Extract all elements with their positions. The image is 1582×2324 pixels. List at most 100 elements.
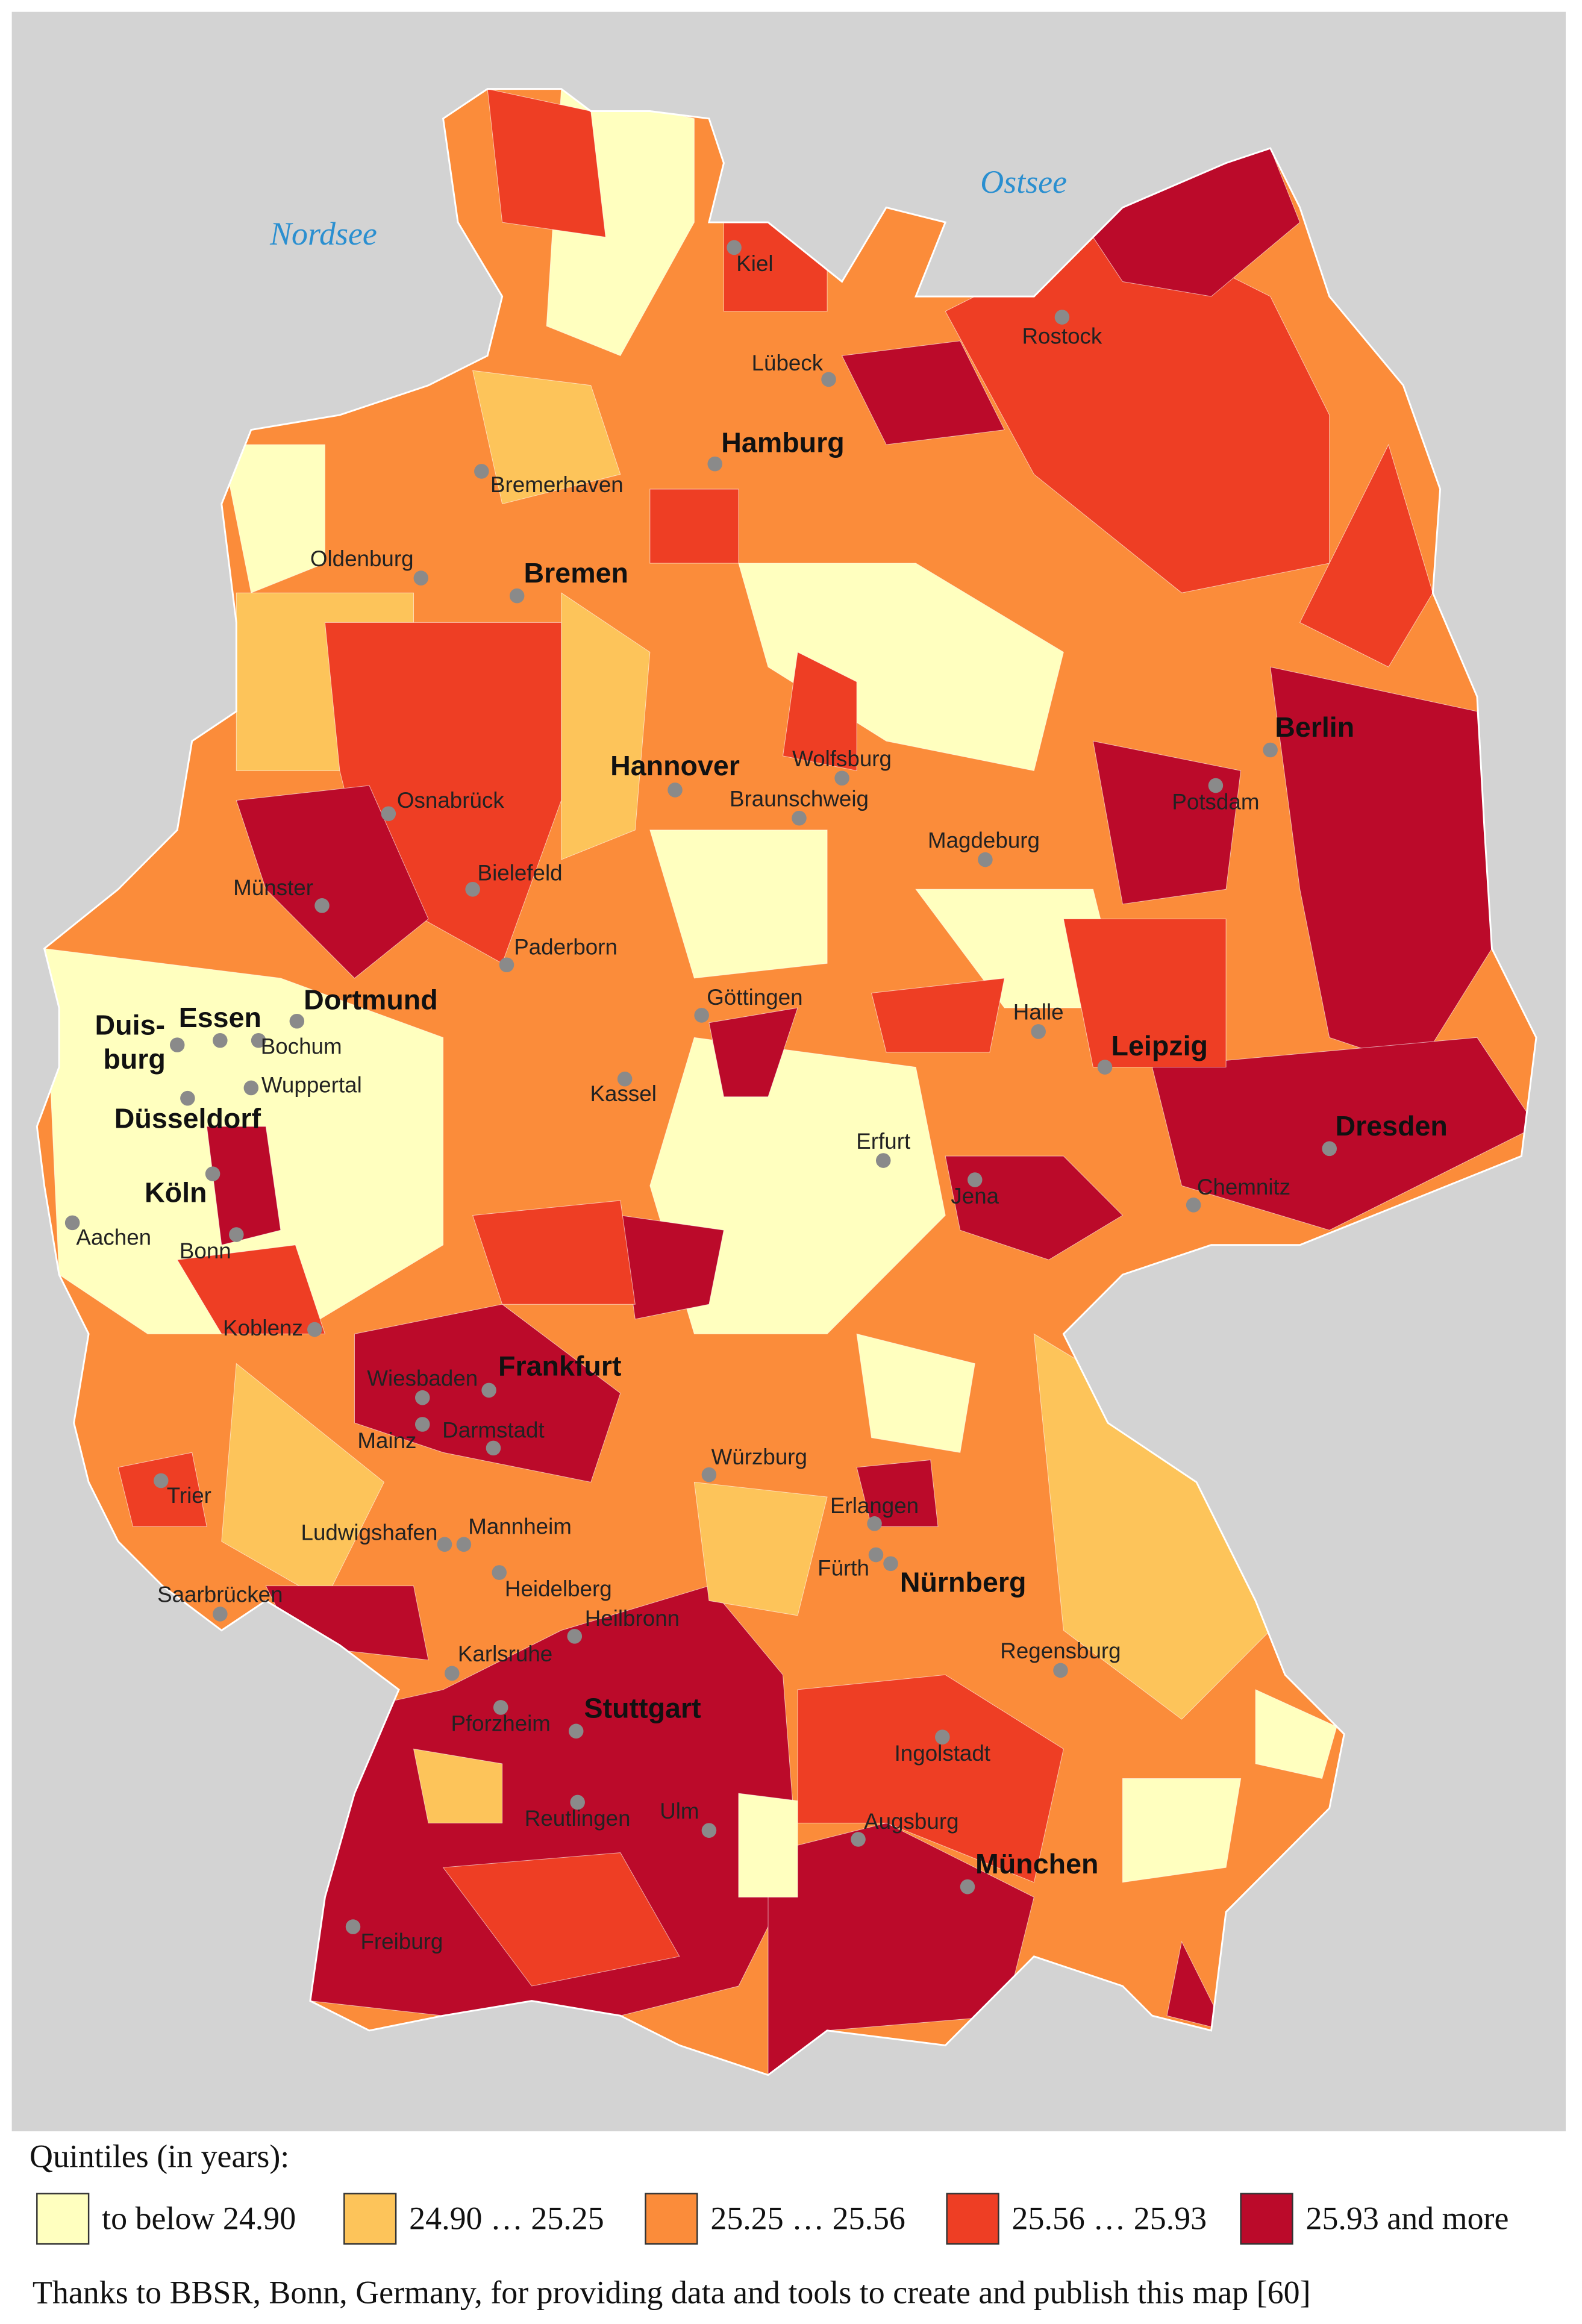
city-dot xyxy=(289,1013,305,1029)
region xyxy=(782,651,857,772)
city-dot xyxy=(213,1607,228,1622)
city-dot xyxy=(1186,1198,1201,1213)
region xyxy=(1151,1037,1536,1231)
city-label: Heidelberg xyxy=(505,1576,612,1601)
sea-label: Ostsee xyxy=(980,164,1067,200)
legend-label: 25.25 … 25.56 xyxy=(710,2201,905,2237)
legend-swatch xyxy=(1240,2193,1293,2245)
city-dot xyxy=(445,1666,460,1681)
city-dot xyxy=(492,1565,507,1580)
city-dot xyxy=(381,806,396,822)
map-labels: Nordsee Ostsee Kiel Lübeck Rostock Hamburg Bre… xyxy=(64,164,1448,1954)
city-label: Leipzig xyxy=(1111,1030,1208,1061)
city-label: Mainz xyxy=(357,1428,416,1453)
city-dot xyxy=(617,1071,633,1087)
legend-swatch xyxy=(645,2193,698,2245)
city-dot xyxy=(314,898,330,913)
city-dot xyxy=(821,372,836,387)
city-dot xyxy=(1054,310,1070,325)
legend: to below 24.90 24.90 … 25.25 25.25 … 25.56… xyxy=(36,2193,1509,2245)
city-label: Heilbronn xyxy=(585,1606,680,1631)
city-dot xyxy=(960,1879,975,1894)
footer: Thanks to BBSR, Bonn, Germany, for provi… xyxy=(33,2275,1311,2311)
city-label: Düsseldorf xyxy=(114,1102,261,1134)
city-label: Rostock xyxy=(1022,324,1102,349)
city-dot xyxy=(474,464,489,479)
city-label: Stuttgart xyxy=(584,1693,701,1724)
city-dot xyxy=(668,782,683,798)
city-dot xyxy=(414,1417,430,1432)
city-label: Potsdam xyxy=(1172,789,1259,814)
region xyxy=(206,1126,281,1246)
city-dot xyxy=(307,1322,322,1337)
city-label: Lübeck xyxy=(752,351,824,375)
city-label: Erlangen xyxy=(830,1493,919,1518)
city-label: Braunschweig xyxy=(730,786,869,811)
region xyxy=(442,1852,680,1987)
city-dot xyxy=(694,1008,709,1023)
city-label: Pforzheim xyxy=(451,1711,550,1736)
city-dot xyxy=(509,588,525,604)
map-regions xyxy=(37,89,1536,2075)
city-dot xyxy=(437,1537,452,1552)
city-label: Würzburg xyxy=(711,1445,807,1469)
city-label: Bonn xyxy=(180,1239,231,1263)
city-dot xyxy=(153,1473,169,1488)
region xyxy=(620,1214,725,1320)
city-dot xyxy=(701,1823,717,1838)
region xyxy=(472,370,621,505)
city-label: Augsburg xyxy=(864,1809,958,1834)
city-label: burg xyxy=(103,1043,165,1075)
region xyxy=(649,489,739,564)
region xyxy=(738,563,1064,772)
city-dot xyxy=(486,1440,501,1456)
city-label: Freiburg xyxy=(360,1929,443,1954)
city-label: Bochum xyxy=(261,1034,342,1058)
city-dot xyxy=(229,1227,244,1242)
city-label: Essen xyxy=(179,1002,261,1033)
region xyxy=(693,1481,828,1616)
city-dot xyxy=(570,1795,585,1810)
region xyxy=(945,1155,1124,1260)
city-label: Paderborn xyxy=(514,934,617,959)
region xyxy=(871,978,1005,1053)
city-dot xyxy=(851,1832,866,1847)
city-label: Duis- xyxy=(95,1009,165,1040)
city-label: Kiel xyxy=(736,251,773,276)
city-dot xyxy=(481,1382,496,1398)
city-label: Dresden xyxy=(1336,1110,1448,1142)
city-dot xyxy=(345,1919,361,1934)
city-label: Kassel xyxy=(590,1081,657,1106)
region xyxy=(708,1007,798,1098)
city-dot xyxy=(414,1390,430,1405)
region xyxy=(1299,443,1433,667)
city-label: Halle xyxy=(1013,1000,1064,1025)
region xyxy=(487,89,606,238)
city-label: Wuppertal xyxy=(261,1072,362,1097)
city-dot xyxy=(834,770,849,786)
city-label: Erfurt xyxy=(856,1129,910,1154)
city-dot xyxy=(727,240,742,255)
city-label: Münster xyxy=(233,875,313,900)
region xyxy=(1092,740,1242,905)
legend-swatch xyxy=(946,2193,999,2245)
city-label: Bremerhaven xyxy=(490,472,624,497)
city-dot xyxy=(792,810,807,826)
city-dot xyxy=(1208,778,1224,793)
city-dot xyxy=(1322,1141,1337,1157)
city-dot xyxy=(465,881,480,897)
region xyxy=(117,1452,207,1527)
region xyxy=(738,1793,798,1898)
city-label: Köln xyxy=(145,1176,207,1208)
region xyxy=(236,785,429,979)
city-label: Oldenburg xyxy=(310,546,414,571)
city-label: Chemnitz xyxy=(1197,1175,1290,1199)
legend-label: to below 24.90 xyxy=(102,2201,296,2237)
city-dot xyxy=(64,1215,80,1231)
legend-label: 24.90 … 25.25 xyxy=(409,2201,604,2237)
city-label: Ingolstadt xyxy=(895,1741,990,1766)
legend-label: 25.56 … 25.93 xyxy=(1012,2201,1207,2237)
city-label: Mannheim xyxy=(468,1514,572,1538)
city-label: Ulm xyxy=(660,1799,699,1823)
legend-title: Quintiles (in years): xyxy=(30,2138,289,2174)
